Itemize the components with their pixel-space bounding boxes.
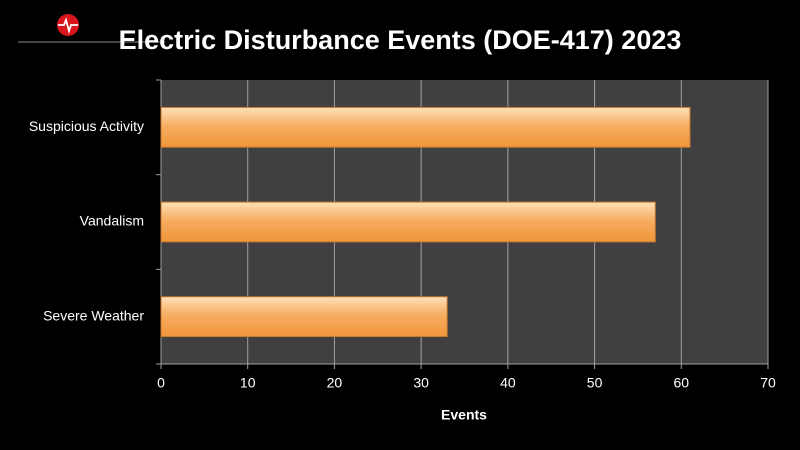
y-tick-label: Suspicious Activity — [29, 118, 144, 134]
x-tick-label: 40 — [500, 375, 516, 391]
y-tick-label: Severe Weather — [43, 307, 144, 323]
bar — [160, 296, 448, 338]
bar — [160, 106, 691, 148]
y-tick-label: Vandalism — [80, 213, 144, 229]
x-tick-label: 50 — [587, 375, 603, 391]
x-tick-label: 30 — [413, 375, 429, 391]
x-axis-label: Events — [441, 407, 487, 423]
x-tick-label: 20 — [327, 375, 343, 391]
logo — [18, 14, 165, 43]
chart-title: Electric Disturbance Events (DOE-417) 20… — [119, 25, 682, 55]
bar — [160, 201, 656, 243]
x-tick-label: 10 — [240, 375, 256, 391]
x-tick-label: 70 — [760, 375, 776, 391]
x-tick-label: 0 — [157, 375, 165, 391]
x-tick-label: 60 — [673, 375, 689, 391]
